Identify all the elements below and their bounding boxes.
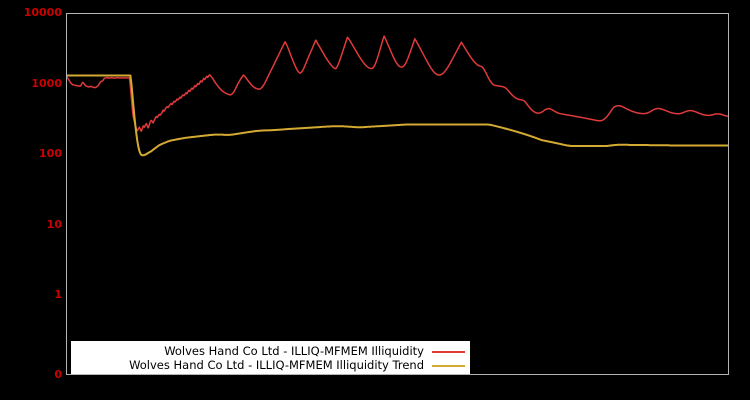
plot-area (66, 13, 729, 375)
legend-item-illiquidity-trend[interactable]: Wolves Hand Co Ltd - ILLIQ-MFMEM Illiqui… (72, 358, 471, 373)
legend-line-swatch-trend (432, 364, 465, 367)
y-tick-label: 1 (54, 288, 62, 301)
legend-item-illiquidity[interactable]: Wolves Hand Co Ltd - ILLIQ-MFMEM Illiqui… (72, 344, 471, 359)
chart-legend[interactable]: Wolves Hand Co Ltd - ILLIQ-MFMEM Illiqui… (71, 341, 470, 374)
plot-frame-border (66, 13, 729, 375)
series-line-illiquidity (66, 36, 729, 131)
legend-item-label: Wolves Hand Co Ltd - ILLIQ-MFMEM Illiqui… (164, 344, 424, 358)
legend-item-label: Wolves Hand Co Ltd - ILLIQ-MFMEM Illiqui… (129, 358, 424, 372)
y-tick-label: 100 (39, 147, 62, 160)
series-line-illiquidity-trend (66, 75, 729, 155)
legend-line-swatch-illiquidity (432, 350, 465, 353)
series-layer (66, 36, 729, 155)
y-tick-label: 10 (46, 217, 62, 231)
y-tick-label: 1000 (31, 76, 62, 90)
y-tick-label: 0 (54, 368, 62, 381)
y-tick-label: 10000 (23, 6, 62, 19)
